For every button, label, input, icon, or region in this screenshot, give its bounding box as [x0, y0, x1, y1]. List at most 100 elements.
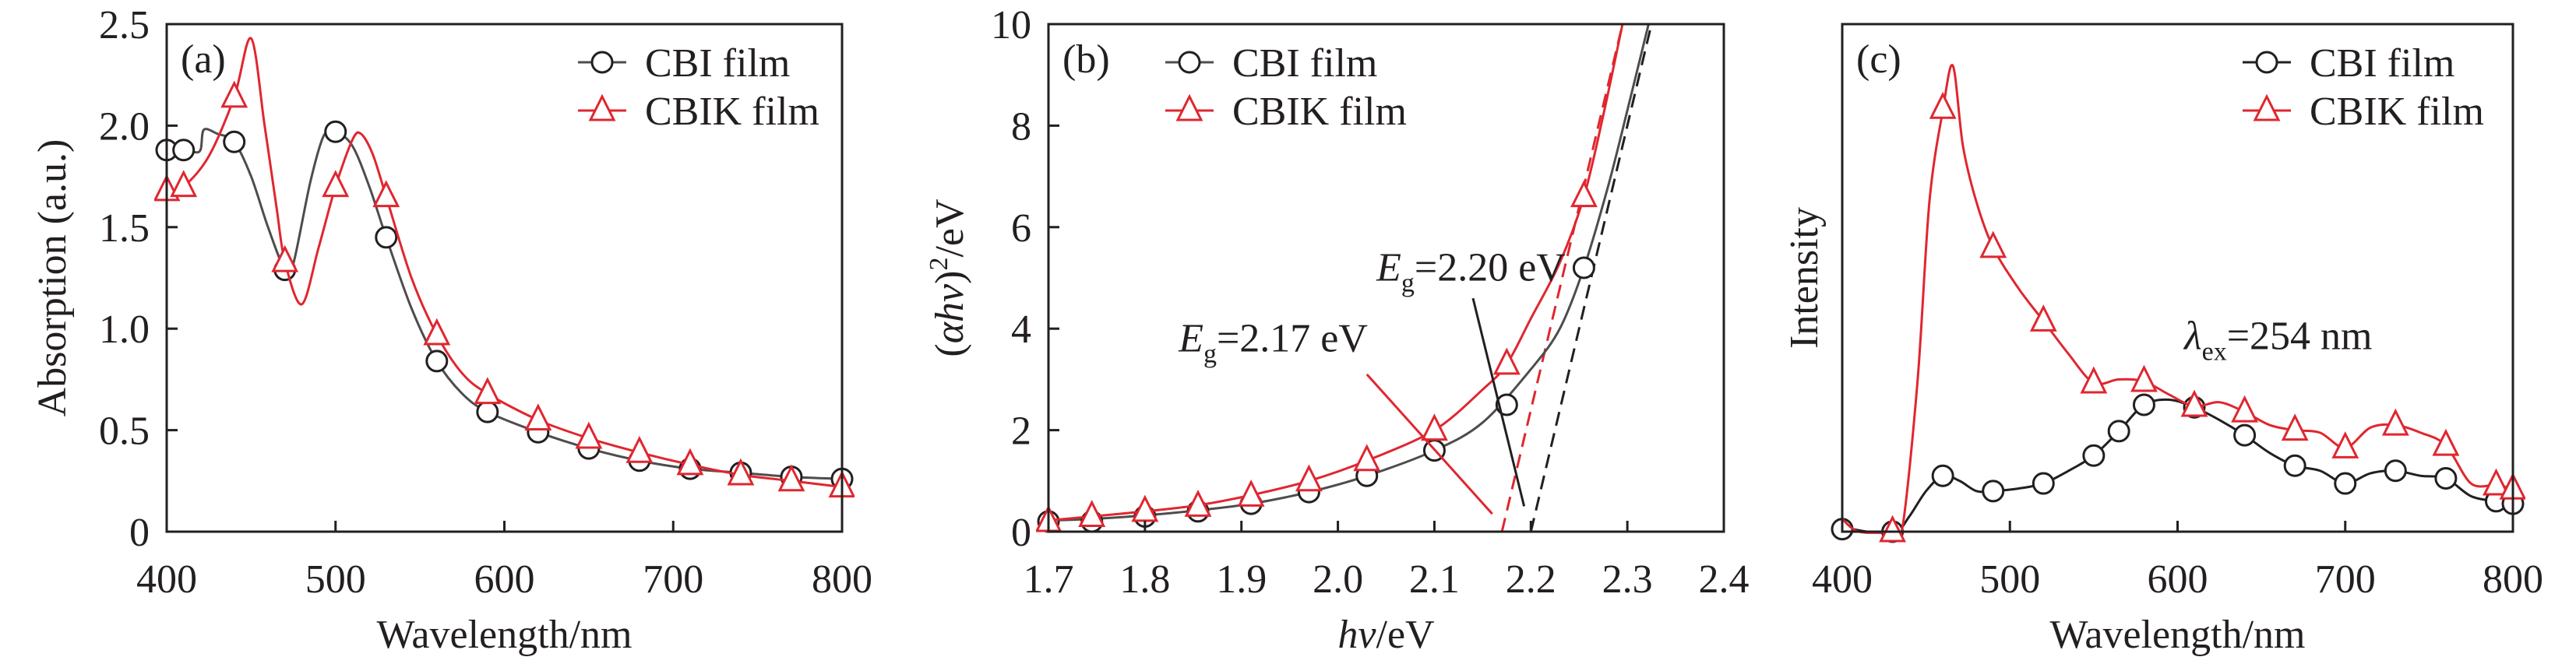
data-point-cbik [1078, 500, 1106, 527]
data-point-cbi [1572, 256, 1595, 279]
x-axis-label: Wavelength/nm [2050, 613, 2306, 657]
data-point-cbik [2432, 428, 2460, 456]
x-axis-label: hv/eV [1337, 613, 1434, 657]
x-tick-label: 600 [2148, 557, 2208, 602]
legend-label-cbi: CBI film [645, 41, 790, 86]
annotation-subscript: g [1401, 269, 1415, 297]
data-point-cbik [1979, 230, 2007, 258]
data-point-cbik [1492, 347, 1521, 375]
data-point-cbi [2233, 423, 2257, 447]
data-point-cbi [2434, 467, 2458, 490]
x-tick-label: 500 [305, 557, 366, 602]
legend-label-cbi: CBI film [2310, 41, 2454, 86]
data-point-cbik [2029, 304, 2057, 332]
data-point-cbi [2283, 454, 2306, 477]
panel-label: (b) [1062, 37, 1110, 82]
annotation-value: =254 nm [2227, 314, 2373, 358]
x-axis-label: Wavelength/nm [377, 613, 633, 657]
y-axis-label: (αhv)2/eV [925, 198, 972, 357]
data-point-cbik [220, 80, 248, 108]
data-point-cbi [476, 400, 499, 423]
x-tick-label: 2.1 [1409, 557, 1460, 602]
data-point-cbik [170, 170, 198, 198]
x-axis-label-unit: /eV [1376, 613, 1435, 657]
data-point-cbik [625, 435, 654, 463]
x-tick-label: 800 [2483, 557, 2543, 602]
data-point-cbi [2384, 459, 2407, 483]
y-axis-label-open: ( [928, 343, 972, 357]
data-point-cbik [1353, 444, 1381, 472]
data-point-cbik [372, 180, 400, 208]
annotation-label: λex=254 nm [2183, 314, 2372, 366]
annotation-value: =2.20 eV [1415, 245, 1566, 290]
series-line-cbi [1048, 24, 1650, 522]
data-point-cbi [2107, 420, 2130, 443]
y-tick-label: 2.0 [99, 104, 150, 149]
y-tick-label: 8 [1011, 104, 1031, 149]
annotation-leader-line [1366, 373, 1493, 515]
x-tick-label: 500 [1979, 557, 2040, 602]
data-point-cbik [322, 170, 350, 198]
y-tick-label: 6 [1011, 206, 1031, 251]
annotation-symbol: E [1376, 245, 1401, 290]
x-tick-label: 1.9 [1216, 557, 1267, 602]
y-axis-label-superscript: 2 [925, 258, 953, 271]
y-tick-label: 1.0 [99, 307, 150, 352]
y-tick-label: 1.5 [99, 206, 150, 251]
data-point-cbi [223, 130, 246, 153]
x-tick-label: 2.0 [1313, 557, 1363, 602]
plot-area [1036, 24, 1653, 533]
y-axis-label: Intensity [1782, 207, 1827, 349]
x-tick-label: 2.4 [1699, 557, 1750, 602]
annotation-subscript: ex [2202, 337, 2227, 366]
data-point-cbi [2032, 472, 2055, 495]
data-point-cbik [1570, 180, 1598, 208]
y-axis-label-unit: /eV [928, 198, 972, 257]
y-tick-label: 0 [129, 511, 150, 555]
data-point-cbik [1929, 91, 1957, 119]
y-tick-label: 10 [991, 3, 1031, 47]
x-tick-label: 2.2 [1506, 557, 1556, 602]
panel-label: (c) [1856, 37, 1901, 82]
annotation-leader-line [1471, 297, 1526, 507]
legend-marker-triangle-icon [2253, 93, 2281, 121]
data-point-cbi [324, 120, 347, 143]
legend-label-cbik: CBIK film [2310, 90, 2484, 134]
data-point-cbik [1879, 515, 1907, 543]
x-tick-label: 600 [474, 557, 535, 602]
y-tick-label: 4 [1011, 307, 1031, 352]
legend-label-cbi: CBI film [1232, 41, 1377, 86]
x-tick-label: 700 [2315, 557, 2376, 602]
data-point-cbik [676, 448, 704, 476]
y-tick-label: 2.5 [99, 3, 150, 47]
data-point-cbik [1237, 480, 1265, 507]
x-tick-label: 1.8 [1119, 557, 1170, 602]
data-point-cbik [1184, 490, 1212, 517]
y-axis-label-close: ) [928, 271, 972, 284]
data-point-cbi [425, 350, 449, 373]
data-point-cbik [777, 464, 805, 492]
data-point-cbik [2331, 431, 2359, 458]
x-tick-label: 800 [812, 557, 872, 602]
y-tick-label: 2 [1011, 409, 1031, 454]
legend-label-cbik: CBIK film [645, 90, 819, 134]
data-point-cbik [2130, 364, 2158, 392]
x-tick-label: 2.3 [1602, 557, 1653, 602]
data-point-cbik [2381, 408, 2409, 436]
data-point-cbik [1131, 494, 1159, 522]
y-tick-label: 0.5 [99, 409, 150, 454]
data-point-cbik [2080, 366, 2108, 394]
data-point-cbi [2082, 444, 2106, 467]
legend-marker-circle-icon [590, 51, 614, 74]
data-point-cbik [271, 244, 299, 272]
data-point-cbi [2334, 472, 2357, 495]
annotation-label: Eg=2.20 eV [1376, 245, 1566, 297]
y-axis-label-symbol: αhv [928, 283, 972, 343]
legend-label-cbik: CBIK film [1232, 90, 1407, 134]
x-axis-label-symbol: hv [1337, 613, 1376, 657]
x-tick-label: 400 [136, 557, 197, 602]
